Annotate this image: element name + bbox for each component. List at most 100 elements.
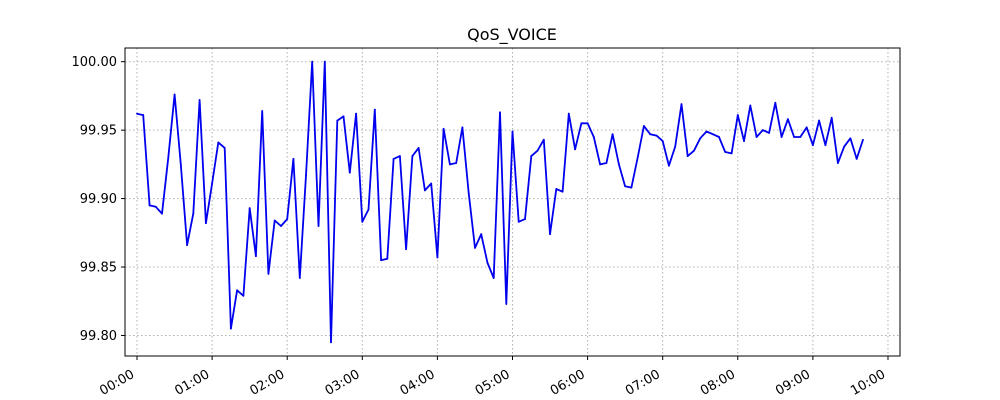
data-point	[242, 294, 245, 297]
data-point	[348, 171, 351, 174]
data-point	[530, 155, 533, 158]
data-point	[442, 127, 445, 130]
data-point	[636, 156, 639, 159]
data-point	[592, 136, 595, 138]
data-point	[223, 147, 226, 149]
y-tick-label: 99.90	[80, 192, 117, 207]
data-point	[248, 207, 251, 210]
chart-title: QoS_VOICE	[467, 25, 557, 45]
y-tick-label: 99.80	[80, 329, 117, 344]
data-point	[342, 115, 345, 118]
data-point	[148, 204, 151, 207]
data-point	[392, 157, 395, 160]
data-point	[154, 205, 157, 208]
data-point	[161, 212, 163, 215]
data-point	[699, 137, 702, 140]
data-point	[799, 136, 802, 138]
data-point	[755, 136, 758, 138]
data-point	[367, 208, 370, 211]
data-point	[361, 220, 364, 223]
plot-frame	[124, 47, 901, 357]
data-point	[630, 186, 633, 189]
data-point	[486, 262, 489, 264]
data-point	[192, 212, 195, 215]
data-point	[661, 140, 664, 142]
data-point	[186, 244, 189, 247]
data-point	[843, 145, 846, 148]
data-point	[668, 164, 670, 167]
y-tick-label: 99.85	[80, 261, 117, 276]
data-point	[811, 144, 814, 147]
data-point	[323, 60, 326, 63]
data-point	[793, 136, 796, 138]
data-point	[786, 118, 789, 121]
data-point	[142, 114, 145, 116]
data-point	[780, 136, 783, 138]
data-point	[286, 218, 289, 221]
data-point	[561, 190, 564, 193]
data-point	[686, 155, 689, 158]
data-point	[330, 341, 332, 344]
data-point	[524, 218, 526, 221]
data-point	[724, 151, 727, 153]
data-point	[643, 125, 645, 127]
data-point	[849, 137, 852, 140]
data-point	[655, 134, 658, 137]
data-point	[280, 225, 282, 227]
data-point	[198, 99, 201, 101]
data-point	[273, 219, 276, 222]
data-point	[505, 303, 508, 305]
data-point	[229, 327, 232, 330]
data-point	[311, 60, 314, 63]
data-point	[267, 272, 270, 275]
data-point	[855, 157, 858, 160]
data-point	[411, 155, 414, 158]
data-point	[317, 225, 320, 227]
series-layer	[136, 60, 864, 344]
data-point	[236, 289, 239, 292]
data-point	[743, 140, 745, 142]
data-point	[830, 116, 833, 119]
data-point	[179, 163, 182, 166]
data-point	[768, 131, 771, 134]
data-point	[749, 104, 752, 107]
data-point	[574, 148, 576, 151]
data-point	[467, 192, 470, 195]
data-point	[398, 155, 401, 158]
data-point	[430, 182, 433, 185]
data-point	[761, 129, 764, 132]
data-point	[405, 248, 407, 251]
data-point	[380, 259, 382, 262]
data-point	[298, 277, 301, 279]
data-point	[386, 257, 389, 260]
data-point	[618, 163, 620, 166]
data-point	[693, 149, 695, 152]
data-point	[292, 157, 295, 160]
data-point	[711, 133, 714, 136]
data-point	[567, 112, 570, 115]
data-point	[805, 126, 808, 129]
data-point	[261, 110, 264, 112]
y-tick-label: 100.00	[72, 55, 118, 70]
data-point	[461, 126, 464, 129]
data-point	[480, 233, 483, 236]
data-point	[649, 133, 652, 136]
data-point	[511, 130, 514, 133]
data-point	[730, 152, 733, 155]
data-point	[423, 189, 426, 192]
data-point	[336, 119, 339, 122]
data-point	[624, 185, 627, 188]
data-point	[611, 133, 614, 136]
data-point	[455, 162, 458, 164]
data-point	[542, 138, 545, 141]
data-point	[674, 145, 677, 148]
data-point	[499, 111, 501, 114]
data-point	[436, 256, 439, 259]
data-point	[167, 156, 170, 159]
data-point	[718, 136, 720, 138]
data-point	[824, 144, 827, 147]
data-point	[818, 119, 821, 122]
data-point	[373, 108, 376, 111]
